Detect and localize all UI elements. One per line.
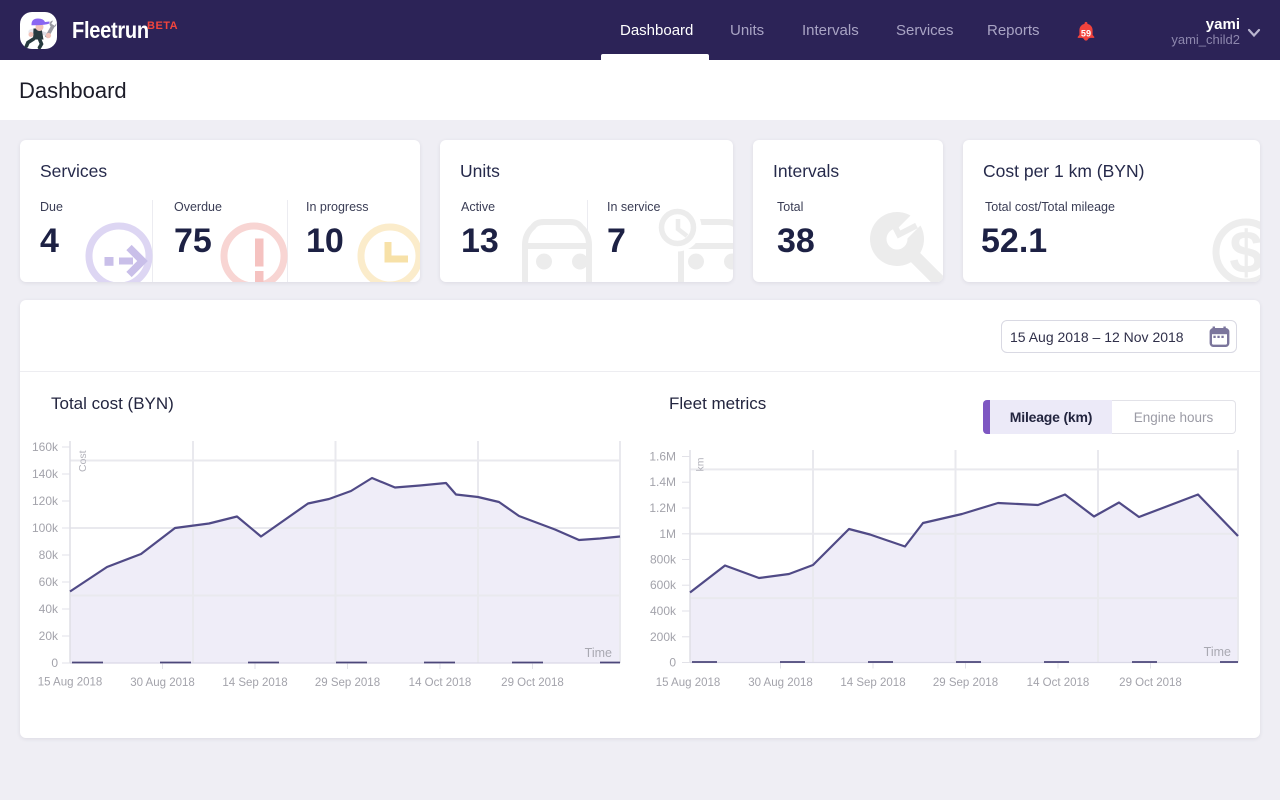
svg-text:15 Aug 2018: 15 Aug 2018	[656, 677, 721, 689]
svg-text:40k: 40k	[39, 602, 59, 616]
svg-text:30 Aug 2018: 30 Aug 2018	[130, 677, 195, 689]
svg-text:120k: 120k	[32, 494, 59, 508]
svg-text:160k: 160k	[32, 440, 59, 454]
svg-text:0: 0	[51, 656, 58, 670]
svg-text:29 Oct 2018: 29 Oct 2018	[501, 677, 564, 689]
svg-text:1.6M: 1.6M	[649, 450, 676, 464]
svg-text:30 Aug 2018: 30 Aug 2018	[748, 677, 813, 689]
svg-text:800k: 800k	[650, 553, 677, 567]
svg-text:Time: Time	[585, 646, 612, 660]
svg-text:600k: 600k	[650, 578, 677, 592]
svg-text:59: 59	[1081, 28, 1091, 38]
svg-text:140k: 140k	[32, 467, 59, 481]
svg-text:15 Aug 2018: 15 Aug 2018	[38, 677, 103, 689]
svg-text:0: 0	[669, 656, 676, 670]
svg-text:100k: 100k	[32, 521, 59, 535]
svg-text:29 Sep 2018: 29 Sep 2018	[315, 677, 380, 689]
svg-text:Cost: Cost	[77, 450, 89, 472]
svg-text:29 Oct 2018: 29 Oct 2018	[1119, 677, 1182, 689]
svg-text:14 Sep 2018: 14 Sep 2018	[222, 677, 287, 689]
svg-text:60k: 60k	[39, 575, 59, 589]
svg-text:80k: 80k	[39, 548, 59, 562]
svg-text:Time: Time	[1204, 645, 1231, 659]
svg-text:200k: 200k	[650, 630, 677, 644]
svg-text:14 Sep 2018: 14 Sep 2018	[840, 677, 905, 689]
svg-text:14 Oct 2018: 14 Oct 2018	[409, 677, 472, 689]
svg-text:km: km	[695, 457, 707, 471]
svg-text:1.4M: 1.4M	[649, 475, 676, 489]
svg-text:$: $	[1229, 219, 1260, 282]
svg-text:14 Oct 2018: 14 Oct 2018	[1027, 677, 1090, 689]
svg-text:1M: 1M	[659, 527, 676, 541]
svg-text:400k: 400k	[650, 604, 677, 618]
svg-text:1.2M: 1.2M	[649, 501, 676, 515]
svg-text:20k: 20k	[39, 629, 59, 643]
svg-text:29 Sep 2018: 29 Sep 2018	[933, 677, 998, 689]
